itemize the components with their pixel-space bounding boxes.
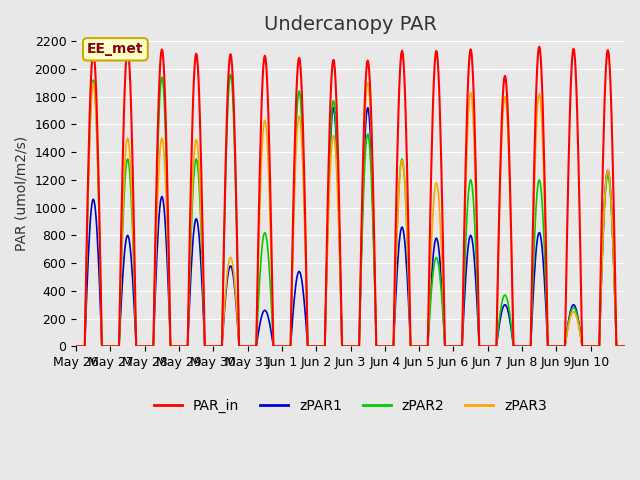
Line: zPAR1: zPAR1 <box>76 108 624 347</box>
PAR_in <box>136 344 144 349</box>
zPAR2 <box>238 344 246 349</box>
PAR_in <box>285 344 293 349</box>
zPAR3 <box>408 344 415 349</box>
zPAR1 <box>72 344 80 349</box>
zPAR3 <box>620 344 628 349</box>
zPAR3 <box>265 183 273 189</box>
PAR_in <box>536 44 543 49</box>
zPAR2 <box>438 299 446 305</box>
zPAR2 <box>265 263 273 269</box>
PAR_in <box>407 344 415 349</box>
zPAR3 <box>138 344 145 349</box>
Line: PAR_in: PAR_in <box>76 47 624 347</box>
Line: zPAR2: zPAR2 <box>76 74 624 347</box>
zPAR1 <box>136 344 144 349</box>
zPAR1 <box>408 344 415 349</box>
Y-axis label: PAR (umol/m2/s): PAR (umol/m2/s) <box>15 136 29 252</box>
zPAR3 <box>90 80 97 85</box>
zPAR3 <box>438 262 446 267</box>
zPAR2 <box>136 344 144 349</box>
Line: zPAR3: zPAR3 <box>76 83 624 347</box>
PAR_in <box>72 344 80 349</box>
zPAR1 <box>620 344 628 349</box>
zPAR1 <box>285 344 293 349</box>
zPAR3 <box>238 344 246 349</box>
zPAR2 <box>286 344 294 349</box>
PAR_in <box>237 344 245 349</box>
Title: Undercanopy PAR: Undercanopy PAR <box>264 15 437 34</box>
zPAR3 <box>286 344 294 349</box>
Text: EE_met: EE_met <box>87 42 143 56</box>
zPAR2 <box>72 344 80 349</box>
zPAR2 <box>620 344 628 349</box>
PAR_in <box>438 164 445 169</box>
zPAR1 <box>438 289 446 295</box>
zPAR2 <box>408 344 415 349</box>
zPAR1 <box>237 344 245 349</box>
Legend: PAR_in, zPAR1, zPAR2, zPAR3: PAR_in, zPAR1, zPAR2, zPAR3 <box>148 393 552 418</box>
zPAR2 <box>227 72 234 77</box>
PAR_in <box>620 344 628 349</box>
zPAR1 <box>330 105 337 110</box>
zPAR1 <box>264 315 272 321</box>
PAR_in <box>264 113 272 119</box>
zPAR3 <box>72 344 80 349</box>
